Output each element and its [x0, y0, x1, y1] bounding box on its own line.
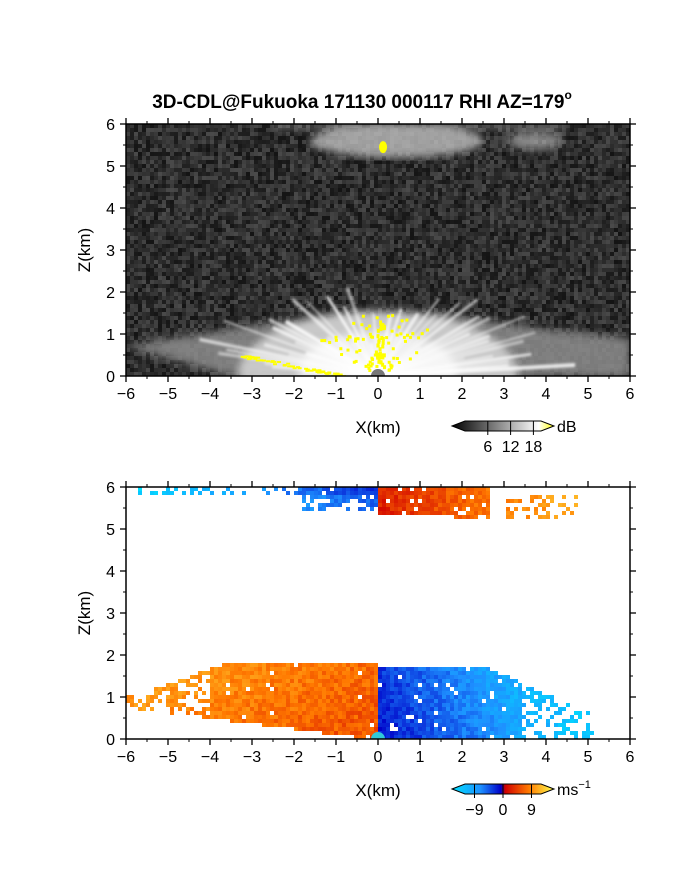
- reflectivity-colorbar-bar: [450, 420, 556, 432]
- echo-feature-1: [273, 124, 567, 158]
- x-tick-label: 1: [416, 749, 425, 766]
- velocity-ticks: −6 −5 −4 −3 −2 −1 0 1 2 3 4 5 6 0 1 2 3 4 5 6: [106, 480, 636, 766]
- velocity-lower-layer-right-of-radar: [378, 667, 594, 739]
- reflectivity-ticks: −6 −5 −4 −3 −2 −1 0 1 2 3 4 5 6 0 1 2 3 4 5 6: [106, 117, 636, 403]
- velocity-colorbar-ticks: −9 0 9: [465, 784, 536, 819]
- y-tick-label: 3: [106, 606, 115, 623]
- colorbar-tick-label: 9: [527, 802, 536, 819]
- x-tick-label: −5: [159, 386, 177, 403]
- y-tick-label: 1: [106, 327, 115, 344]
- y-tick-label: 4: [106, 201, 115, 218]
- saturated-pixels: [240, 141, 430, 376]
- y-tick-label: 0: [106, 369, 115, 386]
- velocity-upper-layer-right-of-radar: [378, 487, 578, 519]
- x-tick-label: −2: [285, 749, 303, 766]
- velocity-xlabel: X(km): [355, 781, 400, 800]
- x-tick-label: 3: [500, 749, 509, 766]
- colorbar-tick-label: 18: [525, 439, 543, 456]
- title-text: 3D-CDL@Fukuoka 171130 000117 RHI AZ=179: [152, 92, 564, 113]
- velocity-unit-base: ms: [557, 782, 578, 799]
- reflectivity-colorbar-unit: dB: [557, 419, 577, 436]
- x-tick-label: −5: [159, 749, 177, 766]
- velocity-upper-left-lower-edge: [302, 495, 378, 511]
- x-tick-label: 3: [500, 386, 509, 403]
- title-degree: o: [564, 88, 571, 102]
- x-tick-label: −3: [243, 749, 261, 766]
- reflectivity-xlabel: X(km): [355, 418, 400, 437]
- x-tick-label: −2: [285, 386, 303, 403]
- radar-site-marker: [371, 732, 385, 739]
- velocity-colorbar: ms−1 −9 0 9: [450, 779, 591, 819]
- velocity-colorbar-unit: ms−1: [557, 779, 591, 799]
- y-tick-label: 5: [106, 522, 115, 539]
- x-tick-label: −6: [117, 386, 135, 403]
- y-tick-label: 6: [106, 117, 115, 134]
- x-tick-label: 6: [626, 749, 635, 766]
- colorbar-tick-label: −9: [465, 802, 483, 819]
- figure-title: 3D-CDL@Fukuoka 171130 000117 RHI AZ=179o: [152, 88, 572, 113]
- reflectivity-ylabel: Z(km): [75, 228, 94, 272]
- y-tick-label: 2: [106, 285, 115, 302]
- y-tick-label: 1: [106, 690, 115, 707]
- x-tick-label: 0: [374, 749, 383, 766]
- x-tick-label: −4: [201, 749, 219, 766]
- velocity-image: [126, 487, 594, 739]
- velocity-panel: −6 −5 −4 −3 −2 −1 0 1 2 3 4 5 6 0 1 2 3 4 5 6 Z(km) X(km) m…: [75, 480, 636, 819]
- x-tick-label: 4: [542, 386, 551, 403]
- y-tick-label: 5: [106, 159, 115, 176]
- colorbar-tick-label: 12: [502, 439, 520, 456]
- x-tick-label: 2: [458, 749, 467, 766]
- x-tick-label: 0: [374, 386, 383, 403]
- x-tick-label: 6: [626, 386, 635, 403]
- x-tick-label: 5: [584, 386, 593, 403]
- x-tick-label: −6: [117, 749, 135, 766]
- x-tick-label: 5: [584, 749, 593, 766]
- y-tick-label: 3: [106, 243, 115, 260]
- velocity-upper-layer-left-of-radar: [138, 487, 378, 495]
- colorbar-tick-label: 0: [499, 802, 508, 819]
- x-tick-label: 1: [416, 386, 425, 403]
- svg-text:3D-CDL@Fukuoka 171130 000117 R: 3D-CDL@Fukuoka 171130 000117 RHI AZ=179o: [152, 88, 572, 113]
- colorbar-tick-label: 6: [483, 439, 492, 456]
- velocity-lower-layer-left-of-radar: [126, 663, 378, 739]
- reflectivity-colorbar-ticks: 6 12 18: [483, 421, 542, 456]
- reflectivity-image: [126, 124, 630, 376]
- x-tick-label: −1: [327, 749, 345, 766]
- velocity-ylabel: Z(km): [75, 591, 94, 635]
- x-tick-label: −3: [243, 386, 261, 403]
- y-tick-label: 2: [106, 648, 115, 665]
- x-tick-label: −1: [327, 386, 345, 403]
- y-tick-label: 4: [106, 564, 115, 581]
- reflectivity-colorbar: dB 6 12 18: [450, 419, 577, 456]
- x-tick-label: 4: [542, 749, 551, 766]
- velocity-unit-exponent: −1: [578, 779, 591, 791]
- y-tick-label: 0: [106, 732, 115, 749]
- x-tick-label: −4: [201, 386, 219, 403]
- x-tick-label: 2: [458, 386, 467, 403]
- y-tick-label: 6: [106, 480, 115, 497]
